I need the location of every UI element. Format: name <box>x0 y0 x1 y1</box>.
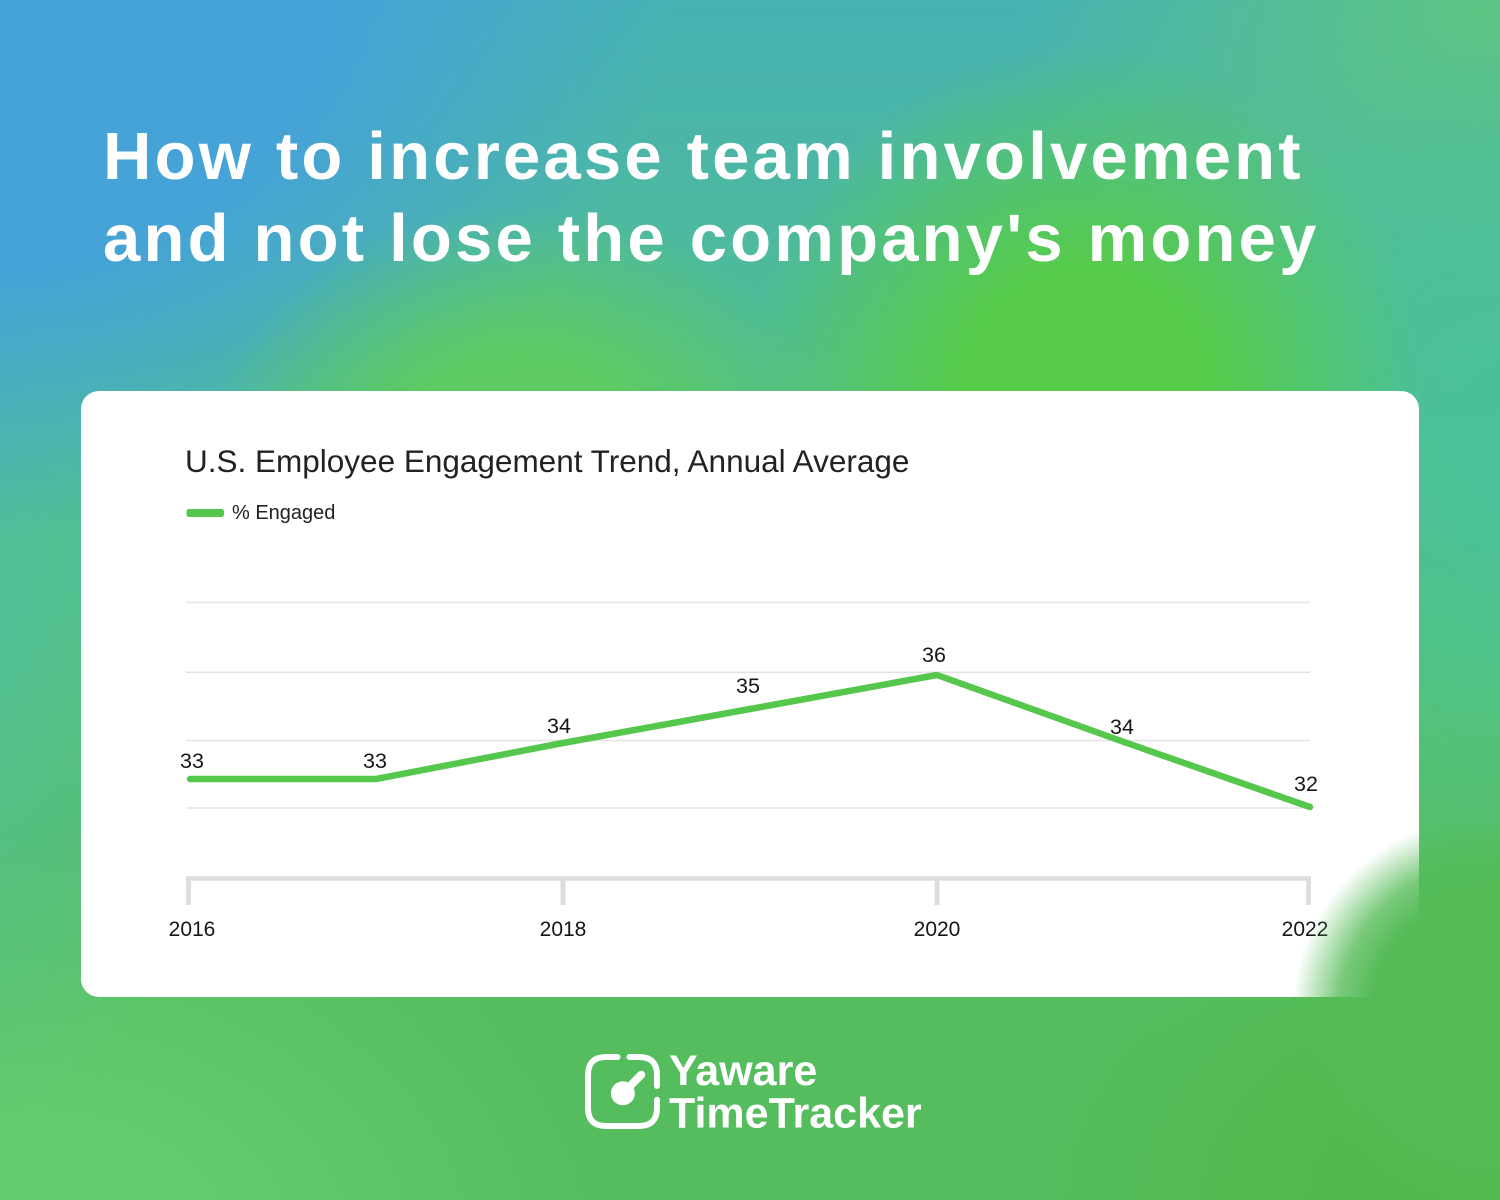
svg-text:TimeTracker: TimeTracker <box>669 1090 922 1138</box>
svg-text:34: 34 <box>1110 715 1134 739</box>
svg-text:2018: 2018 <box>540 918 587 941</box>
svg-text:Yaware: Yaware <box>669 1054 817 1095</box>
svg-text:32: 32 <box>1294 772 1318 796</box>
svg-text:34: 34 <box>547 714 571 738</box>
svg-text:% Engaged: % Engaged <box>232 502 335 524</box>
svg-text:33: 33 <box>363 749 387 773</box>
svg-text:36: 36 <box>922 643 946 667</box>
svg-text:35: 35 <box>736 674 760 698</box>
svg-text:2020: 2020 <box>914 918 961 941</box>
svg-text:U.S. Employee Engagement Trend: U.S. Employee Engagement Trend, Annual A… <box>185 443 909 479</box>
svg-text:2016: 2016 <box>169 918 216 941</box>
svg-text:33: 33 <box>180 749 204 773</box>
